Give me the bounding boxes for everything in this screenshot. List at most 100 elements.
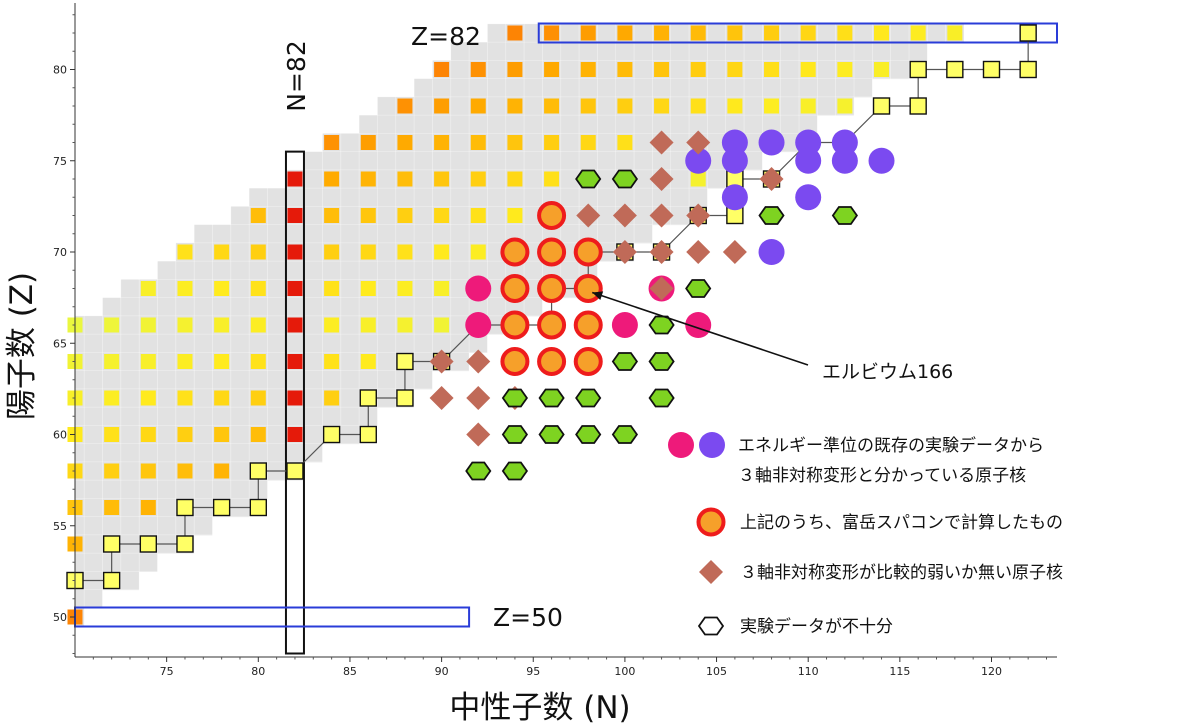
y-tick-label: 75 — [53, 155, 67, 168]
nuclide-square — [800, 62, 816, 77]
nuclide-square — [324, 135, 340, 150]
nuclide-square — [874, 25, 890, 41]
calculated-nucleus-marker — [537, 274, 567, 303]
nuclide-square — [617, 62, 633, 77]
x-axis-title: 中性子数 (N) — [449, 690, 630, 726]
stable-square — [946, 60, 964, 79]
weak-triaxial-marker — [649, 203, 674, 228]
nuclide-square — [360, 135, 376, 150]
nuclide-square — [727, 98, 743, 114]
nuclide-square — [690, 98, 706, 114]
nuclide-square — [690, 62, 706, 77]
nuclide-square — [580, 62, 596, 77]
stable-square — [396, 352, 414, 371]
nuclide-square — [250, 244, 266, 260]
nuclide-square — [910, 25, 926, 41]
purple-nucleus-marker — [831, 129, 858, 156]
nuclide-square — [104, 427, 120, 442]
nuclide-square — [360, 354, 376, 369]
y-axis-title: 陽子数 (Z) — [4, 272, 40, 420]
insufficient-data-marker — [758, 206, 785, 225]
calculated-nucleus-marker — [573, 237, 603, 267]
x-tick-label: 85 — [343, 665, 357, 678]
x-tick-label: 80 — [251, 665, 265, 678]
y-tick-label: 65 — [53, 337, 67, 350]
annotation-arrow-head — [592, 291, 604, 300]
nuclide-square — [837, 62, 853, 77]
background-band-row — [194, 224, 653, 244]
stable-square — [359, 389, 377, 407]
calculated-nucleus-marker — [500, 347, 530, 376]
nuclide-square — [690, 25, 706, 41]
nuclide-square — [214, 354, 230, 369]
stable-square — [139, 535, 158, 553]
nuclide-square — [470, 171, 486, 187]
background-band-row — [75, 553, 158, 572]
calculated-nucleus-marker — [573, 274, 603, 303]
weak-triaxial-marker — [466, 422, 491, 447]
weak-triaxial-marker — [612, 240, 637, 264]
nuclide-square — [434, 208, 450, 223]
background-band-row — [304, 151, 763, 171]
nuclide-square — [434, 281, 450, 296]
weak-triaxial-marker — [686, 203, 711, 228]
nuclide-square — [140, 463, 156, 479]
nuclide-square — [434, 171, 450, 187]
background-band-row — [249, 188, 708, 207]
stable-square — [359, 425, 377, 444]
nuclide-square — [104, 354, 120, 369]
weak-triaxial-marker — [649, 276, 674, 301]
nuclide-square — [874, 62, 890, 77]
nuclide-square — [690, 171, 706, 187]
purple-nucleus-marker — [758, 129, 785, 156]
nuclide-square — [104, 390, 120, 406]
z82-label: Z=82 — [411, 22, 481, 51]
x-tick-label: 75 — [160, 665, 174, 678]
background-band-row — [120, 279, 580, 299]
weak-triaxial-marker — [612, 203, 637, 228]
purple-nucleus-marker — [721, 147, 748, 174]
pink-nucleus-marker — [685, 312, 712, 338]
nuclide-square — [177, 463, 193, 479]
legend-hexagon-symbol — [697, 616, 725, 636]
z50-box — [74, 606, 471, 628]
stable-square — [909, 97, 927, 115]
nuclide-square — [287, 427, 303, 442]
nuclide-cells — [67, 3, 1057, 663]
nuclide-square — [360, 317, 376, 333]
stable-square — [212, 498, 231, 517]
weak-triaxial-marker — [649, 167, 674, 191]
legend-pink-symbol — [668, 432, 694, 458]
stable-square — [102, 535, 121, 553]
pink-nucleus-marker — [465, 312, 492, 338]
purple-nucleus-marker — [721, 184, 748, 211]
nuclide-square — [324, 208, 340, 223]
nuclide-square — [397, 317, 413, 333]
stable-square — [396, 389, 414, 407]
purple-nucleus-marker — [795, 147, 822, 174]
pink-nucleus-marker — [611, 312, 638, 338]
x-tick-label: 90 — [435, 665, 449, 678]
z82-box — [537, 22, 1058, 44]
calculated-nucleus-marker — [537, 310, 567, 340]
nuclide-square — [507, 208, 523, 223]
annotation-label: エルビウム166 — [822, 361, 953, 383]
nuclide-square — [544, 62, 560, 77]
background-band-row — [75, 443, 323, 463]
background-band-row — [75, 334, 488, 353]
nuclide-square — [140, 500, 156, 515]
weak-triaxial-marker — [759, 167, 784, 191]
nuclide-square — [947, 25, 963, 41]
nuclide-square — [177, 317, 193, 333]
nuclide-square — [250, 354, 266, 369]
x-tick-label: 95 — [526, 665, 540, 678]
stable-square — [982, 60, 1001, 79]
nuclide-square — [177, 390, 193, 406]
nuclide-square — [397, 135, 413, 150]
nuclide-square — [727, 62, 743, 77]
insufficient-data-marker — [648, 315, 675, 335]
weak-triaxial-marker — [649, 240, 674, 264]
legend-purple-symbol — [699, 432, 725, 458]
nuclide-square — [324, 244, 340, 260]
